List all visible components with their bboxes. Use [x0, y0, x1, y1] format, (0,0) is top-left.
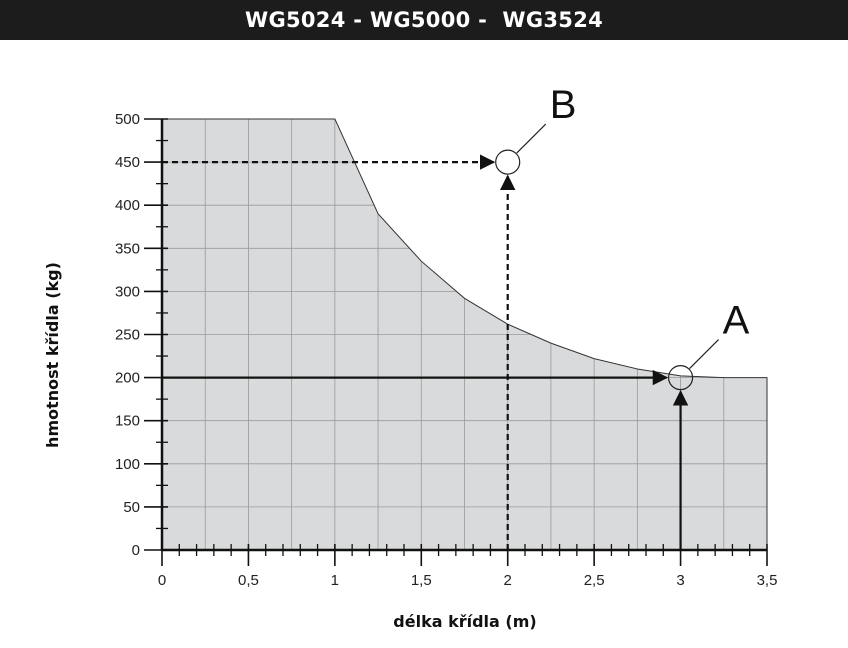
x-tick-label: 1,5	[411, 572, 432, 589]
y-tick-label: 500	[115, 111, 140, 128]
annotation-a-circle	[667, 365, 694, 391]
y-tick-label: 250	[115, 327, 140, 344]
annotation-a-leader	[689, 339, 719, 370]
y-tick-label: 0	[132, 542, 140, 559]
annotation-b-circle	[495, 149, 521, 175]
x-tick-label: 0	[158, 572, 166, 589]
x-tick-label: 2,5	[584, 572, 605, 589]
x-tick-label: 3	[676, 572, 684, 589]
x-tick-label: 3,5	[757, 572, 778, 589]
y-axis-title: hmotnost křídla (kg)	[43, 262, 62, 448]
annotation-b-label: B	[550, 83, 577, 127]
chart-title: WG5024 - WG5000 - WG3524	[0, 0, 848, 40]
annotation-a-label: A	[723, 299, 750, 343]
y-tick-label: 150	[115, 413, 140, 430]
y-tick-label: 300	[115, 283, 140, 300]
x-tick-label: 2	[504, 572, 512, 589]
y-tick-label: 400	[115, 197, 140, 214]
x-axis-title: délka křídla (m)	[393, 612, 536, 631]
x-tick-label: 1	[331, 572, 339, 589]
series-line	[162, 118, 768, 550]
y-tick-label: 100	[115, 456, 140, 473]
y-tick-label: 450	[115, 154, 140, 171]
y-tick-label: 350	[115, 240, 140, 257]
annotation-b-leader	[516, 123, 547, 154]
y-tick-label: 50	[123, 499, 140, 516]
y-tick-label: 200	[115, 370, 140, 387]
x-tick-label: 0,5	[238, 572, 259, 589]
